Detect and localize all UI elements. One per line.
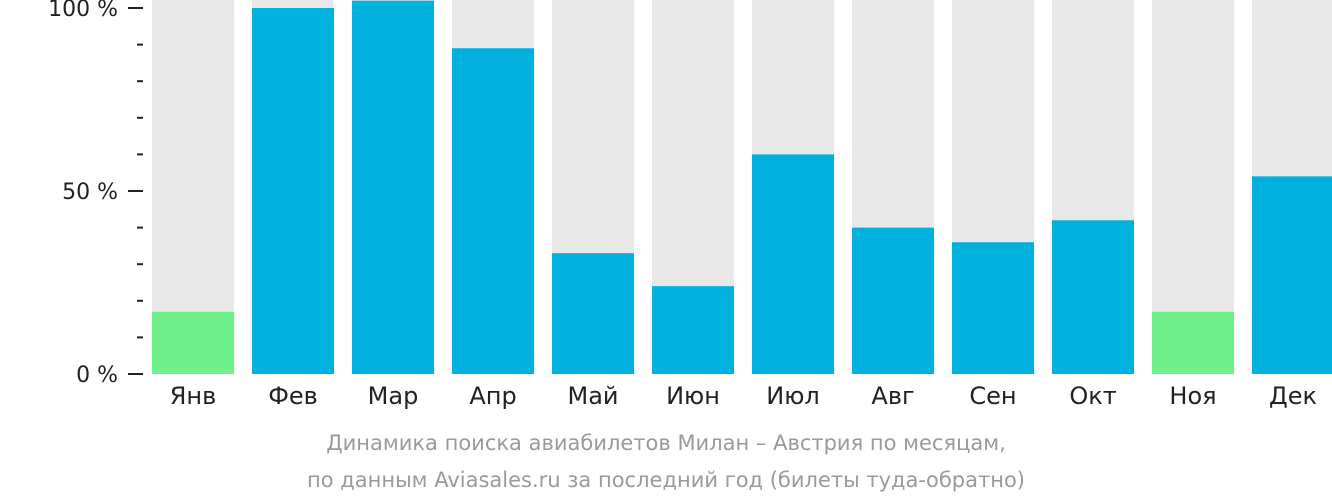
x-tick-label: Июл bbox=[766, 382, 820, 410]
x-tick-label: Май bbox=[567, 382, 618, 410]
bar-Мар[interactable] bbox=[352, 0, 434, 375]
bar-Июл[interactable] bbox=[752, 154, 834, 374]
bar-Сен[interactable] bbox=[952, 242, 1034, 374]
bar-Дек[interactable] bbox=[1252, 176, 1332, 374]
y-tick-label: 100 % bbox=[48, 0, 118, 22]
x-tick-label: Сен bbox=[969, 382, 1016, 410]
x-tick-label: Янв bbox=[170, 382, 217, 410]
x-tick-label: Ноя bbox=[1169, 382, 1216, 410]
x-axis-labels: Янв Фев Мар Апр Май Июн Июл Авг Сен Окт Ноя Дек bbox=[170, 382, 1317, 410]
bar-background bbox=[152, 0, 234, 374]
bars-group bbox=[152, 0, 1332, 375]
x-tick-label: Окт bbox=[1069, 382, 1116, 410]
bar-Апр[interactable] bbox=[452, 48, 534, 374]
bar-Май[interactable] bbox=[552, 253, 634, 374]
y-tick-label: 50 % bbox=[62, 180, 118, 205]
y-axis: 0 % 50 % 100 % bbox=[48, 0, 143, 388]
bar-Янв[interactable] bbox=[152, 311, 234, 374]
bar-Фев[interactable] bbox=[252, 8, 334, 374]
chart-caption-line-1: Динамика поиска авиабилетов Милан – Авст… bbox=[326, 431, 1006, 455]
bar-background bbox=[1152, 0, 1234, 374]
x-tick-label: Фев bbox=[268, 382, 318, 410]
bar-Окт[interactable] bbox=[1052, 220, 1134, 374]
chart-caption-line-2: по данным Aviasales.ru за последний год … bbox=[307, 468, 1025, 492]
x-tick-label: Авг bbox=[871, 382, 914, 410]
x-tick-label: Апр bbox=[469, 382, 516, 410]
x-tick-label: Июн bbox=[666, 382, 720, 410]
bar-Июн[interactable] bbox=[652, 286, 734, 374]
bar-Авг[interactable] bbox=[852, 227, 934, 374]
bar-chart: 0 % 50 % 100 % Янв Фев Мар Апр Май Июн Июл Авг Сен… bbox=[48, 0, 1332, 410]
x-tick-label: Дек bbox=[1269, 382, 1317, 410]
x-tick-label: Мар bbox=[368, 382, 419, 410]
bar-Ноя[interactable] bbox=[1152, 311, 1234, 374]
y-tick-label: 0 % bbox=[76, 363, 118, 388]
